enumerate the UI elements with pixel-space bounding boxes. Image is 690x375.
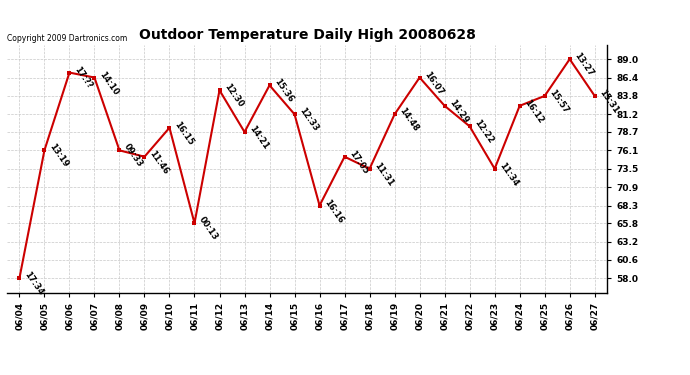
Text: Copyright 2009 Dartronics.com: Copyright 2009 Dartronics.com — [7, 33, 127, 42]
Text: 11:34: 11:34 — [497, 161, 520, 188]
Text: 00:13: 00:13 — [197, 215, 220, 242]
Text: 14:21: 14:21 — [247, 124, 270, 151]
Text: 16:07: 16:07 — [422, 70, 445, 96]
Text: 16:15: 16:15 — [172, 120, 195, 147]
Text: 17:05: 17:05 — [347, 149, 370, 176]
Text: 14:10: 14:10 — [97, 70, 120, 97]
Text: 16:12: 16:12 — [522, 98, 545, 125]
Text: 09:33: 09:33 — [122, 142, 145, 169]
Text: 12:30: 12:30 — [222, 82, 245, 109]
Text: 13:27: 13:27 — [573, 51, 595, 78]
Text: 17:34: 17:34 — [22, 270, 45, 297]
Text: 17:??: 17:?? — [72, 64, 94, 90]
Text: 12:22: 12:22 — [473, 118, 495, 146]
Text: 12:33: 12:33 — [297, 106, 320, 134]
Text: 15:36: 15:36 — [273, 77, 295, 105]
Text: 13:19: 13:19 — [47, 142, 70, 170]
Text: 15:57: 15:57 — [547, 88, 570, 115]
Text: 15:31: 15:31 — [598, 88, 620, 115]
Title: Outdoor Temperature Daily High 20080628: Outdoor Temperature Daily High 20080628 — [139, 28, 475, 42]
Text: 16:16: 16:16 — [322, 198, 345, 225]
Text: 11:46: 11:46 — [147, 149, 170, 176]
Text: 14:29: 14:29 — [447, 98, 470, 125]
Text: 11:31: 11:31 — [373, 161, 395, 188]
Text: 14:48: 14:48 — [397, 106, 420, 134]
